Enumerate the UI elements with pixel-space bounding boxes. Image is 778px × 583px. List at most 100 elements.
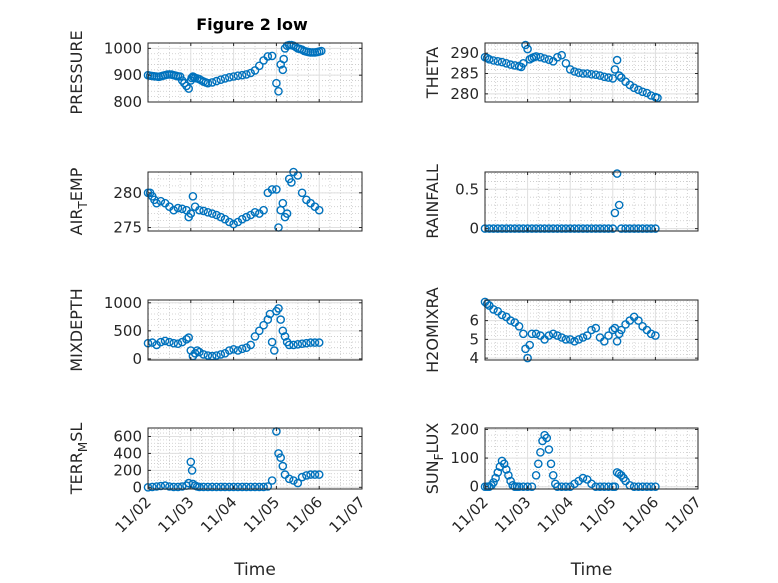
data-point (501, 224, 511, 233)
data-point (224, 217, 234, 227)
data-point (169, 205, 178, 215)
data-point (173, 482, 183, 492)
data-point (276, 453, 286, 463)
data-point (553, 482, 562, 492)
data-point (314, 338, 324, 347)
y-tick-label: 400 (113, 444, 142, 462)
data-point (546, 459, 556, 469)
y-axis-label: TERRMSL (67, 423, 90, 496)
data-point (224, 482, 234, 492)
data-point (642, 224, 652, 233)
y-axis-label: MIXDEPTH (67, 288, 86, 371)
data-point (527, 329, 537, 339)
y-tick-label: 100 (450, 449, 479, 467)
y-tick-label: 280 (450, 85, 479, 103)
data-point (297, 339, 307, 349)
data-point (574, 335, 584, 344)
data-point (561, 59, 571, 68)
data-point (578, 69, 588, 78)
data-point (561, 224, 571, 233)
data-point (531, 52, 541, 61)
data-point (491, 473, 500, 483)
data-point (582, 331, 592, 340)
y-tick-label: 1000 (104, 39, 142, 57)
data-point (523, 353, 532, 363)
y-axis-label: RAINFALL (423, 164, 442, 239)
data-point (177, 482, 187, 491)
minor-grid (148, 428, 362, 489)
data-point (521, 40, 530, 50)
data-point (489, 224, 498, 233)
data-point (242, 70, 251, 79)
x-tick-label: 11/06 (283, 493, 326, 536)
data-point (582, 475, 592, 484)
axes-box (147, 299, 363, 361)
data-point (651, 482, 660, 492)
y-tick-label: 1000 (104, 294, 142, 312)
data-point (612, 336, 622, 346)
data-point (544, 331, 554, 340)
data-point (165, 482, 174, 491)
x-tick-label: 11/07 (662, 493, 705, 536)
y-tick-label: 600 (113, 427, 142, 445)
data-point (184, 333, 193, 342)
data-point (152, 198, 161, 208)
data-point (177, 337, 187, 347)
data-point (557, 333, 567, 342)
data-point (527, 224, 537, 233)
data-point (195, 205, 204, 215)
data-point (591, 323, 601, 333)
data-point (250, 482, 260, 492)
data-point (604, 224, 613, 233)
data-point (536, 224, 545, 233)
axes-box (484, 299, 699, 361)
axes-box (484, 42, 699, 103)
data-point (638, 87, 647, 97)
data-point (267, 51, 277, 61)
data-point (497, 224, 507, 233)
data-point (220, 482, 230, 492)
data-point (287, 178, 296, 187)
data-point (233, 217, 243, 227)
y-tick-label: 6 (469, 312, 479, 330)
data-point (591, 482, 601, 492)
data-point (617, 224, 626, 233)
data-point (587, 325, 596, 335)
data-point (195, 347, 204, 357)
data-point (514, 482, 524, 492)
data-point (629, 482, 639, 492)
data-point (570, 67, 579, 76)
data-point (229, 219, 238, 229)
data-point (199, 350, 208, 359)
major-grid (148, 300, 362, 360)
data-point (638, 224, 647, 233)
data-point (561, 482, 571, 492)
data-point (278, 65, 288, 75)
data-point (237, 70, 247, 80)
x-tick-label: 11/03 (491, 493, 534, 536)
data-point (519, 482, 528, 492)
x-tick-label: 11/04 (534, 493, 577, 536)
data-point (237, 344, 247, 354)
data-point (542, 433, 552, 443)
data-point (608, 224, 618, 233)
data-point (207, 209, 217, 218)
data-point (514, 321, 524, 331)
data-point (574, 68, 584, 77)
data-point (634, 482, 643, 492)
data-point (173, 339, 183, 349)
data-point (614, 200, 624, 210)
data-point (519, 59, 528, 68)
data-point (614, 469, 624, 479)
data-point (587, 70, 596, 79)
data-point (316, 46, 326, 56)
data-point (233, 482, 243, 492)
data-point (263, 52, 273, 61)
data-point (610, 482, 620, 492)
data-point (246, 68, 255, 78)
data-point (587, 224, 596, 233)
data-point (523, 482, 532, 492)
data-point (612, 55, 622, 65)
y-tick-label: 290 (450, 44, 479, 62)
